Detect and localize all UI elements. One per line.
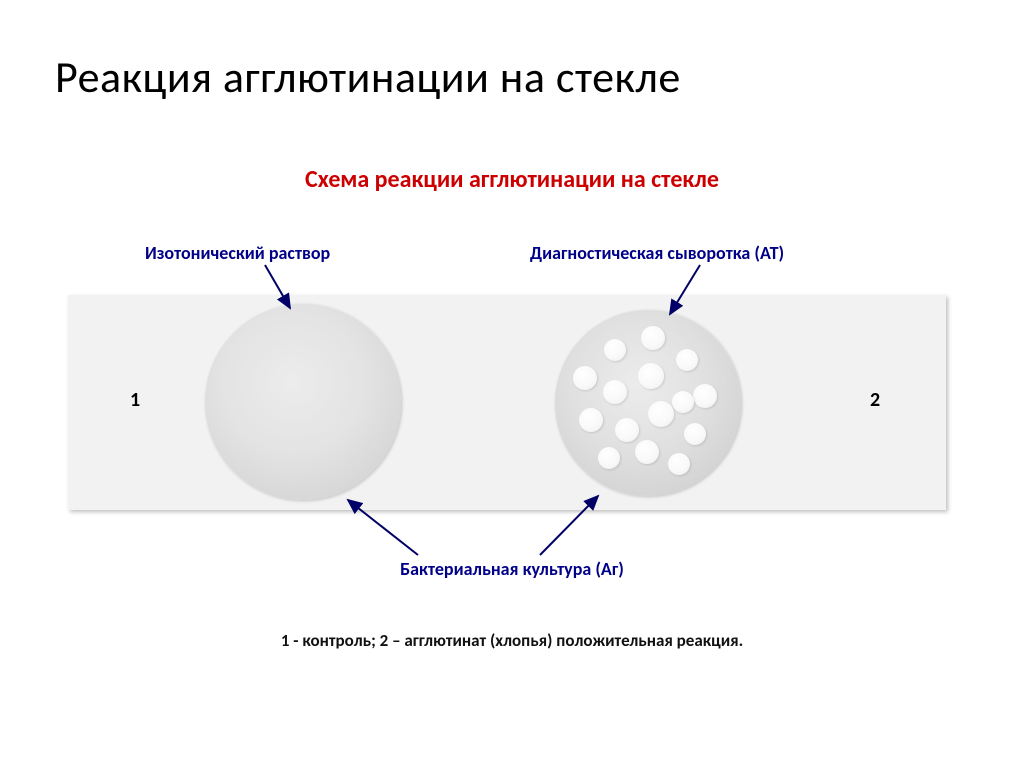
agglutinate-flake (638, 363, 664, 389)
agglutinate-flake (573, 366, 597, 390)
agglutinate-flake (635, 440, 659, 464)
sample-number-1: 1 (130, 388, 140, 412)
legend-text: 1 - контроль; 2 – агглютинат (хлопья) по… (0, 630, 1024, 651)
agglutinate-flake (676, 349, 698, 371)
agglutinate-flake (684, 423, 706, 445)
label-bacterial-culture: Бактериальная культура (Аг) (0, 558, 1024, 580)
sample-number-2: 2 (870, 388, 880, 412)
agglutinate-flake (579, 408, 603, 432)
label-isotonic-solution: Изотонический раствор (145, 242, 330, 264)
drop-control (205, 304, 401, 500)
agglutinate-flake (672, 391, 694, 413)
agglutinate-flake (603, 380, 627, 404)
agglutinate-flake (693, 384, 717, 408)
agglutinate-flake (598, 447, 620, 469)
glass-slide (68, 295, 946, 510)
page-title: Реакция агглютинации на стекле (55, 50, 681, 104)
agglutinate-flake (604, 339, 626, 361)
agglutinate-flake (641, 326, 665, 350)
page-root: Реакция агглютинации на стекле Схема реа… (0, 0, 1024, 767)
drop-agglutinate (555, 310, 741, 496)
agglutinate-flake (615, 418, 639, 442)
agglutinate-flake (648, 401, 674, 427)
agglutinate-flake (668, 453, 690, 475)
diagram-subtitle: Схема реакции агглютинации на стекле (0, 165, 1024, 194)
label-diagnostic-serum: Диагностическая сыворотка (АТ) (530, 242, 784, 264)
